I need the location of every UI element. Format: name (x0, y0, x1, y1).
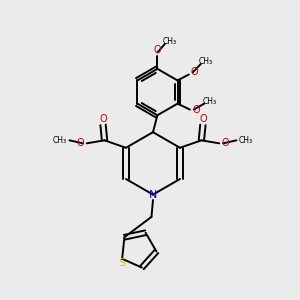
Text: CH₃: CH₃ (163, 37, 177, 46)
Text: O: O (77, 138, 85, 148)
Text: N: N (149, 190, 157, 200)
Text: O: O (199, 114, 207, 124)
Text: S: S (118, 258, 125, 268)
Text: CH₃: CH₃ (202, 97, 216, 106)
Text: O: O (221, 138, 229, 148)
Text: O: O (154, 45, 161, 56)
Text: CH₃: CH₃ (53, 136, 67, 145)
Text: O: O (99, 114, 107, 124)
Text: O: O (192, 105, 200, 115)
Text: CH₃: CH₃ (238, 136, 253, 145)
Text: O: O (191, 67, 199, 76)
Text: CH₃: CH₃ (199, 57, 213, 66)
